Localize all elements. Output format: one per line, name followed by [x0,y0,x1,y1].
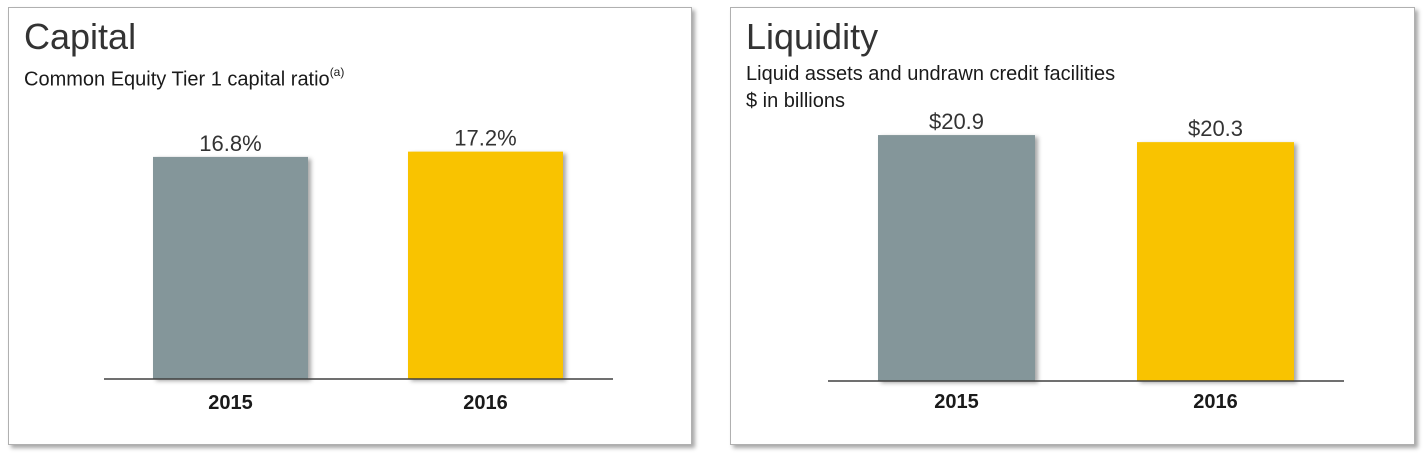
capital-subtitle-text: Common Equity Tier 1 capital ratio [24,68,330,91]
liquidity-bar-2016 [1137,142,1294,381]
liquidity-category-label-2016: 2016 [1193,391,1238,413]
liquidity-panel: Liquidity Liquid assets and undrawn cred… [730,7,1415,445]
liquidity-category-label-2015: 2015 [934,391,979,413]
liquidity-subtitle: Liquid assets and undrawn credit facilit… [746,63,1116,85]
liquidity-value-label-2015: $20.9 [929,109,984,134]
capital-bar-2016 [408,151,563,379]
capital-value-label-2015: 16.8% [199,131,261,156]
liquidity-chart: $20.9 2015 $20.3 2016 [828,109,1344,413]
capital-value-label-2016: 17.2% [454,126,516,151]
liquidity-title: Liquidity [746,16,879,57]
liquidity-bar-2015 [878,135,1035,381]
liquidity-units: $ in billions [746,90,845,112]
capital-bar-2015 [153,156,308,379]
liquidity-value-label-2016: $20.3 [1188,116,1243,141]
capital-footnote-marker: (a) [329,65,345,79]
capital-panel: Capital Common Equity Tier 1 capital rat… [8,7,692,445]
capital-chart: 16.8% 2015 17.2% 2016 [104,126,613,414]
capital-subtitle: Common Equity Tier 1 capital ratio(a) [24,62,344,92]
capital-category-label-2016: 2016 [463,392,508,414]
capital-category-label-2015: 2015 [208,392,253,414]
capital-title: Capital [24,16,137,57]
